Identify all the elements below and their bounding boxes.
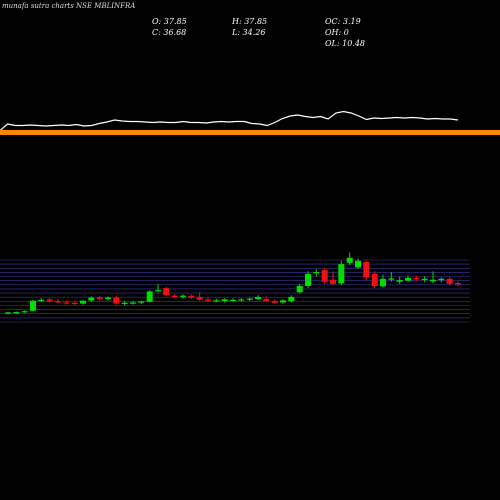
candle-body <box>271 301 278 303</box>
candle-body <box>21 311 28 313</box>
candle-body <box>71 302 78 304</box>
candle-body <box>280 300 286 303</box>
candle-body <box>205 299 211 301</box>
candle-body <box>355 260 361 268</box>
candle-body <box>371 273 378 286</box>
high-value: H: 37.85 <box>232 17 268 26</box>
candle-body <box>421 278 428 280</box>
candle-body <box>213 300 220 302</box>
candle-body <box>196 296 203 300</box>
candle-body <box>80 300 86 304</box>
candle-body <box>238 299 245 301</box>
candle-body <box>138 301 145 303</box>
candle-body <box>113 297 120 304</box>
ema-band <box>0 130 500 135</box>
candle-body <box>221 299 228 302</box>
candle-body <box>146 291 153 302</box>
candle-body <box>388 278 395 280</box>
oh-value: OH: 0 <box>325 28 349 37</box>
candle-body <box>121 302 128 304</box>
candle-body <box>230 299 236 301</box>
ol-value: OL: 10.48 <box>325 39 366 48</box>
candle-body <box>405 278 411 281</box>
candle-body <box>305 273 311 286</box>
candle-body <box>296 286 303 293</box>
volume-panel <box>0 110 459 131</box>
candle-body <box>180 295 186 297</box>
candle-body <box>321 270 328 282</box>
candle-body <box>413 278 420 280</box>
candle-body <box>88 297 95 301</box>
candles <box>5 252 461 315</box>
candle-body <box>63 302 70 304</box>
watermark: munafa sutra charts NSE MBLINFRA <box>2 2 136 10</box>
candle-body <box>46 299 53 302</box>
candle-body <box>13 312 20 314</box>
candle-body <box>288 296 295 302</box>
low-value: L: 34.26 <box>232 28 266 37</box>
candle-body <box>446 278 453 284</box>
candle-body <box>380 278 386 287</box>
candle-body <box>130 302 136 304</box>
candle-body <box>363 262 370 278</box>
open-value: O: 37.85 <box>152 17 187 26</box>
candle-body <box>430 279 436 282</box>
candle-body <box>313 272 320 274</box>
candle-body <box>455 283 461 285</box>
candle-body <box>96 297 103 299</box>
candle-body <box>338 264 345 284</box>
oc-value: OC: 3.19 <box>325 17 361 26</box>
candle-body <box>346 257 353 263</box>
candle-body <box>438 278 445 281</box>
candle-body <box>188 296 195 298</box>
candle-body <box>55 301 61 303</box>
candle-body <box>263 299 270 302</box>
candle-body <box>163 288 170 296</box>
candle-body <box>155 290 161 292</box>
candle-body <box>105 297 111 299</box>
candle-body <box>330 279 336 284</box>
candle-body <box>246 298 253 300</box>
candle-body <box>171 295 178 298</box>
candle-body <box>30 300 36 311</box>
candle-body <box>255 296 261 299</box>
close-value: C: 36.68 <box>152 28 187 37</box>
volume-line <box>0 110 459 131</box>
price-grid <box>0 259 470 323</box>
candle-body <box>396 280 403 282</box>
candle-body <box>38 299 45 301</box>
candle-body <box>5 312 11 314</box>
